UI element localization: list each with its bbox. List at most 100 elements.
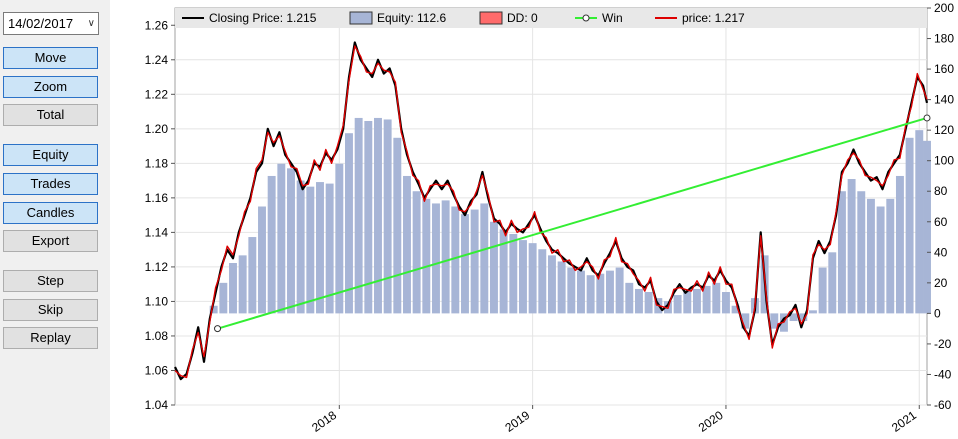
x-tick-label: 2020 [696,408,726,435]
y-right-tick-label: 100 [934,154,954,168]
trades-button[interactable]: Trades [3,173,98,195]
grid [175,8,927,406]
equity-bar [538,249,547,314]
y-right-tick-label: 160 [934,62,954,76]
y-left-tick-label: 1.04 [145,398,169,412]
x-tick-label: 2019 [502,408,532,435]
legend-marker [582,14,590,22]
legend-label: DD: 0 [507,11,538,25]
legend-swatch [479,11,503,25]
y-right-tick-label: 60 [934,215,948,229]
legend-label: price: 1.217 [682,11,745,25]
equity-bar [702,285,711,314]
y-left-tick-label: 1.10 [145,294,169,308]
equity-bar [412,191,421,314]
y-right-tick-label: 40 [934,245,948,259]
equity-bar [857,191,866,314]
y-left-tick-label: 1.24 [145,53,169,67]
equity-bar [267,175,276,314]
y-left-tick-label: 1.06 [145,363,169,377]
win-marker [214,325,222,333]
y-right-tick-label: 20 [934,276,948,290]
equity-bar [644,292,653,314]
y-left-tick-label: 1.22 [145,87,169,101]
skip-button[interactable]: Skip [3,299,98,321]
equity-bar [557,261,566,314]
equity-bar [721,292,730,314]
y-right-tick-label: 200 [934,1,954,15]
equity-bar [287,168,295,314]
y-right-tick-label: 120 [934,123,954,137]
equity-bar [451,206,460,314]
move-button[interactable]: Move [3,47,98,69]
equity-bar [712,282,721,314]
equity-bar [808,310,817,314]
equity-bar [219,282,228,314]
equity-bar [548,255,556,314]
date-dropdown[interactable]: 14/02/2017 ∨ [3,12,99,35]
equity-bar [393,137,402,314]
equity-bar [828,252,837,314]
replay-button[interactable]: Replay [3,327,98,349]
equity-bar [905,137,914,314]
equity-bar [364,120,373,314]
win-line [217,116,928,330]
equity-bar [596,273,605,314]
legend-label: Equity: 112.6 [377,11,446,25]
equity-bar [374,117,382,314]
sidebar: 14/02/2017 ∨ Move Zoom Total Equity Trad… [0,0,110,439]
equity-bar [306,186,315,314]
equity-bar [335,163,344,314]
equity-bar [441,200,450,314]
equity-bar [325,183,334,314]
legend-label: Closing Price: 1.215 [209,11,317,25]
equity-bar [876,206,885,314]
step-button[interactable]: Step [3,270,98,292]
equity-bar [499,229,508,314]
equity-bar [432,203,440,314]
candles-button[interactable]: Candles [3,202,98,224]
series-lines [174,41,931,381]
equity-bar [209,305,218,314]
y-left-tick-label: 1.12 [145,260,169,274]
y-left-tick-label: 1.14 [145,225,169,239]
y-left-tick-label: 1.26 [145,18,169,32]
date-value: 14/02/2017 [8,16,74,31]
zoom-button[interactable]: Zoom [3,76,98,98]
y-left-tick-label: 1.18 [145,156,169,170]
equity-bar [586,275,595,314]
equity-bar [818,267,827,314]
x-tick-label: 2018 [309,408,339,435]
equity-bar [741,313,750,329]
total-button[interactable]: Total [3,104,98,126]
legend-swatch [349,11,373,25]
x-tick-label: 2021 [889,408,919,435]
equity-bar [799,313,808,322]
equity-button[interactable]: Equity [3,144,98,166]
equity-bar [895,175,904,314]
chart-area[interactable]: 1.04 1.06 1.08 1.10 1.12 1.14 1.16 1.18 1.20 1.22… [110,0,958,439]
equity-bar [403,175,411,314]
y-right-tick-label: -20 [934,337,952,351]
equity-bar [277,163,286,314]
price-line [174,45,928,379]
equity-bar [605,270,614,314]
equity-bar [490,221,498,314]
y-right-tick-label: 80 [934,184,948,198]
chevron-down-icon[interactable]: ∨ [87,18,95,29]
equity-bar [731,305,740,314]
equity-bar [258,206,266,314]
export-button[interactable]: Export [3,230,98,252]
y-left-tick-label: 1.20 [145,122,169,136]
equity-bar [509,233,518,314]
price-chart[interactable]: 1.04 1.06 1.08 1.10 1.12 1.14 1.16 1.18 1.20 1.22… [110,0,958,439]
equity-bar [683,290,692,314]
equity-bar [625,282,634,314]
y-right-tick-label: 0 [934,306,941,320]
equity-bar [345,133,353,314]
equity-bar [634,288,643,314]
equity-bar [238,255,247,314]
equity-bar [577,270,585,314]
equity-bar [886,198,895,314]
equity-bar [866,198,875,314]
